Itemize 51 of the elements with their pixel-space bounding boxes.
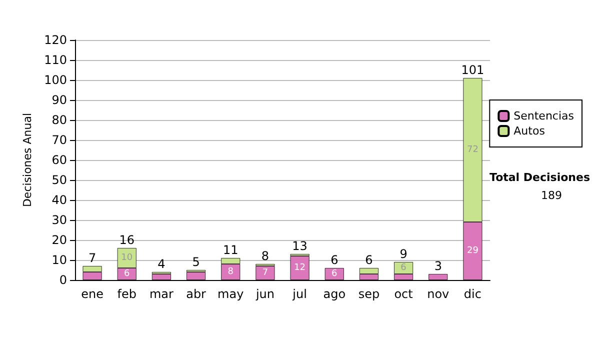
y-tick-label: 10 <box>52 253 67 267</box>
data-label: 12 <box>294 263 306 273</box>
data-label: 10 <box>121 253 133 263</box>
total-label: 6 <box>330 253 338 267</box>
y-axis-title: Decisiones Anual <box>21 112 34 208</box>
data-label: 6 <box>400 263 407 273</box>
total-label: 4 <box>158 257 166 271</box>
y-tick-label: 110 <box>44 53 67 67</box>
data-label: 8 <box>228 267 234 277</box>
x-tick-label: jun <box>254 287 274 301</box>
x-tick-label: ene <box>81 287 104 301</box>
x-tick-label: dic <box>464 287 482 301</box>
total-label: 7 <box>88 251 96 265</box>
x-tick-label: ago <box>323 287 346 301</box>
total-label: 8 <box>261 249 270 263</box>
legend-label: Sentencias <box>514 110 574 122</box>
y-tick-label: 100 <box>44 73 67 87</box>
total-label: 3 <box>434 259 442 273</box>
total-label: 101 <box>461 63 484 77</box>
x-tick-label: nov <box>427 287 450 301</box>
x-tick-label: sep <box>358 287 380 301</box>
y-tick-label: 70 <box>52 133 67 147</box>
total-label: 9 <box>400 247 408 261</box>
y-tick-label: 60 <box>52 153 67 167</box>
y-tick-label: 30 <box>52 213 67 227</box>
y-tick-label: 120 <box>44 33 67 47</box>
y-tick-label: 50 <box>52 173 67 187</box>
x-tick-label: oct <box>394 287 414 301</box>
total-label: 13 <box>292 239 308 253</box>
x-tick-label: jul <box>292 287 307 301</box>
x-tick-label: may <box>218 287 244 301</box>
total-label: 16 <box>119 233 135 247</box>
y-tick-label: 20 <box>52 233 67 247</box>
total-label: 11 <box>222 243 238 257</box>
y-tick-label: 90 <box>52 93 67 107</box>
x-tick-label: abr <box>186 287 206 301</box>
data-label: 6 <box>332 269 338 279</box>
annotation: Total Decisiones <box>490 171 590 184</box>
y-tick-label: 0 <box>59 273 67 287</box>
y-tick-label: 40 <box>52 193 67 207</box>
text: 189 <box>541 189 562 202</box>
data-label: 72 <box>466 145 478 155</box>
total-label: 5 <box>192 255 200 269</box>
data-label: 6 <box>124 269 130 279</box>
data-label: 7 <box>262 268 268 278</box>
total-label: 6 <box>365 253 373 267</box>
x-tick-label: mar <box>149 287 174 301</box>
data-label: 29 <box>466 246 479 256</box>
legend-label: Autos <box>514 124 546 138</box>
y-tick-label: 80 <box>52 113 67 127</box>
x-tick-label: feb <box>117 287 136 301</box>
